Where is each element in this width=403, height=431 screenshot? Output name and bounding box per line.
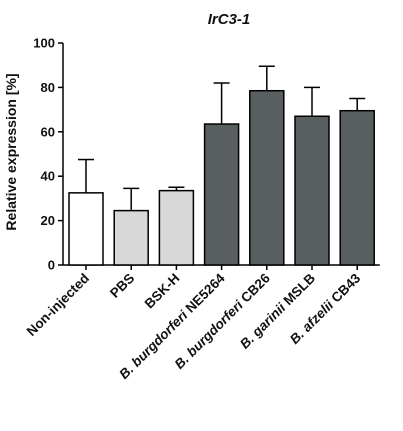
plot-area: 0 20 40 60 80 100 Non-injected PBS BSK-HB. burgd… xyxy=(24,36,380,382)
bar xyxy=(113,209,149,266)
bar xyxy=(339,109,375,266)
category-label-plain-part: PBS xyxy=(107,271,137,301)
category-label-plain-part: Non-injected xyxy=(24,271,92,339)
y-tick-label: 20 xyxy=(41,213,55,228)
bar xyxy=(249,89,285,266)
category-label-plain-part: BSK-H xyxy=(142,271,183,312)
y-axis-label: Relative expression [%] xyxy=(3,73,19,230)
y-tick-label: 100 xyxy=(33,36,55,51)
x-category-label: BSK-H xyxy=(142,271,183,312)
x-category-label: Non-injected xyxy=(24,271,92,339)
category-label-plain-part: MSLB xyxy=(278,270,318,310)
bar xyxy=(294,115,330,266)
category-label-plain-part: CB26 xyxy=(235,270,273,308)
y-tick-label: 40 xyxy=(41,169,55,184)
y-tick-label: 60 xyxy=(41,124,55,139)
bar xyxy=(203,123,240,266)
category-label-italic-part: B. burgdorferi xyxy=(116,307,190,381)
y-tick-label: 0 xyxy=(48,258,55,273)
y-tick-label: 80 xyxy=(41,80,55,95)
bar xyxy=(158,189,195,266)
category-label-plain-part: CB43 xyxy=(326,270,364,308)
chart-title: IrC3-1 xyxy=(208,11,251,28)
bar xyxy=(68,192,104,266)
x-category-label: PBS xyxy=(107,271,137,301)
